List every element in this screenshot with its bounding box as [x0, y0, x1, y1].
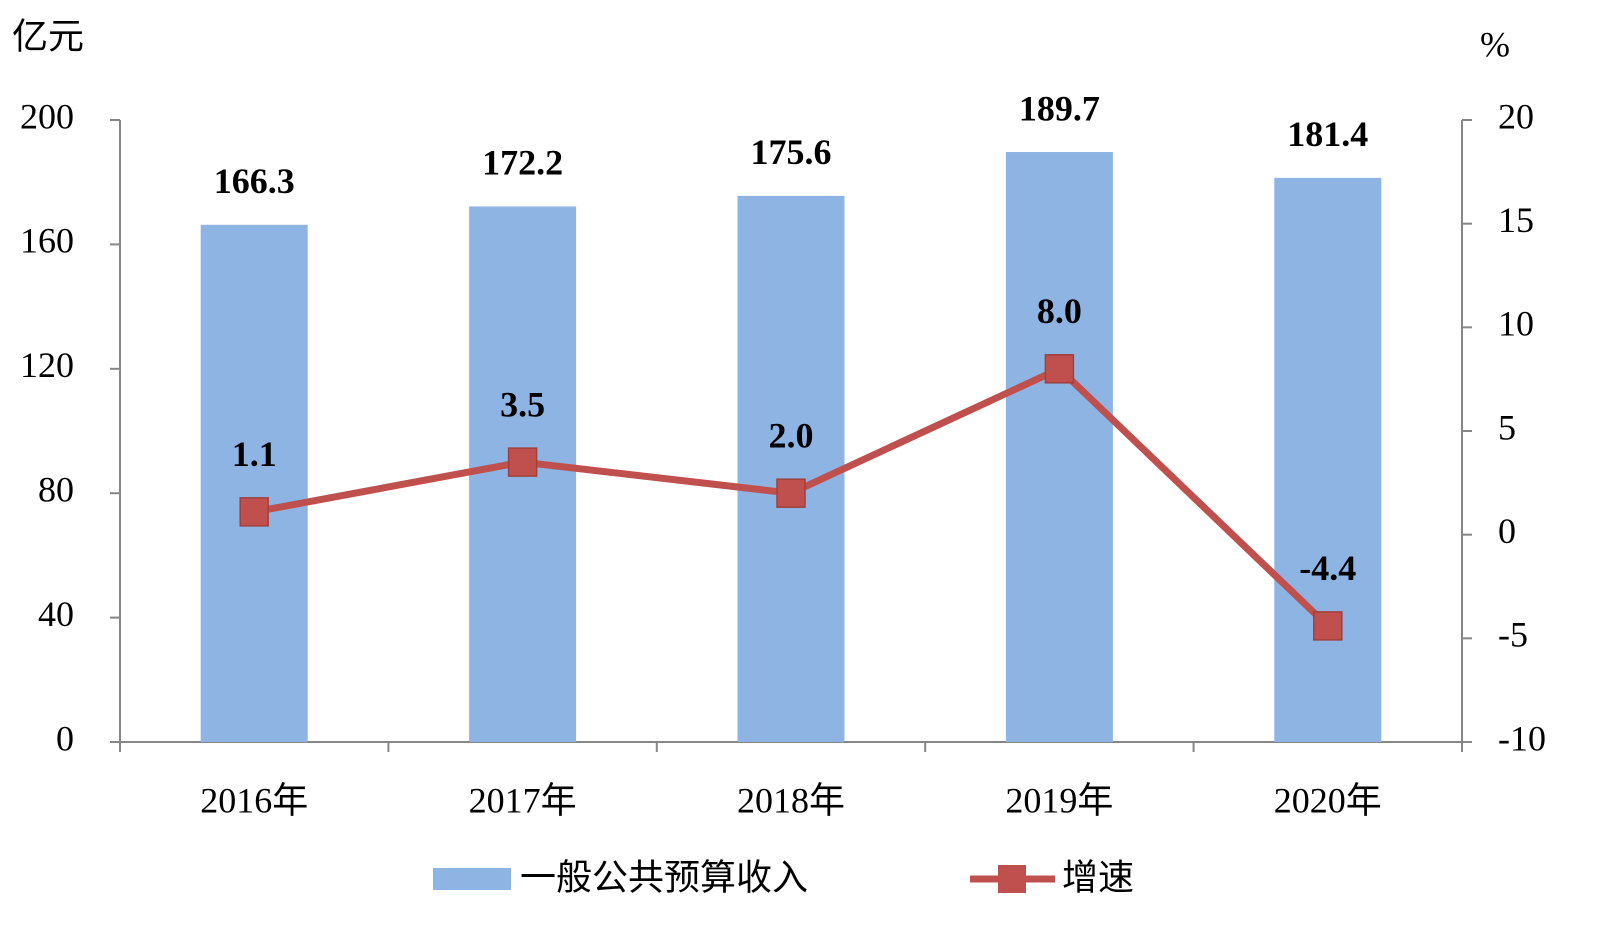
legend-label: 一般公共预算收入	[520, 857, 808, 897]
bar-value-label: 175.6	[751, 132, 832, 172]
x-tick-label: 2017年	[469, 780, 577, 820]
y2-tick-label: 0	[1498, 511, 1516, 551]
legend-label: 增速	[1062, 857, 1134, 897]
y-tick-label: 0	[56, 718, 74, 758]
x-tick-label: 2016年	[200, 780, 308, 820]
line-marker	[507, 447, 538, 477]
line-value-label: -4.4	[1299, 548, 1356, 588]
line-value-label: 3.5	[500, 384, 545, 424]
bar	[1005, 152, 1113, 742]
bar	[200, 224, 308, 742]
y-tick-label: 120	[20, 345, 74, 385]
bar	[1274, 177, 1382, 742]
line-value-label: 8.0	[1037, 291, 1082, 331]
y2-tick-label: 15	[1498, 200, 1534, 240]
line-marker	[239, 497, 269, 527]
bar-value-label: 172.2	[482, 143, 563, 183]
line-value-label: 1.1	[232, 434, 277, 474]
bar-value-label: 181.4	[1287, 114, 1368, 154]
y2-axis-label: %	[1480, 24, 1510, 64]
legend-swatch	[433, 868, 511, 890]
y-tick-label: 40	[38, 594, 74, 634]
y-axis-label: 亿元	[12, 16, 84, 56]
line-marker	[776, 478, 806, 508]
y-tick-label: 160	[20, 221, 74, 261]
y2-tick-label: 20	[1498, 96, 1534, 136]
y2-tick-label: -10	[1498, 718, 1546, 758]
line-marker	[1044, 354, 1075, 384]
x-tick-label: 2019年	[1005, 780, 1113, 820]
bar-value-label: 189.7	[1019, 88, 1100, 128]
y-tick-label: 200	[20, 96, 74, 136]
bar-value-label: 166.3	[214, 161, 295, 201]
y2-tick-label: -5	[1498, 615, 1528, 655]
line-value-label: 2.0	[769, 415, 814, 455]
y2-tick-label: 5	[1498, 407, 1516, 447]
x-tick-label: 2018年	[737, 780, 845, 820]
line-marker	[1313, 611, 1343, 641]
legend-swatch-marker	[998, 865, 1026, 893]
y-tick-label: 80	[38, 469, 74, 509]
bar	[737, 195, 845, 742]
x-tick-label: 2020年	[1274, 780, 1382, 820]
y2-tick-label: 10	[1498, 304, 1534, 344]
